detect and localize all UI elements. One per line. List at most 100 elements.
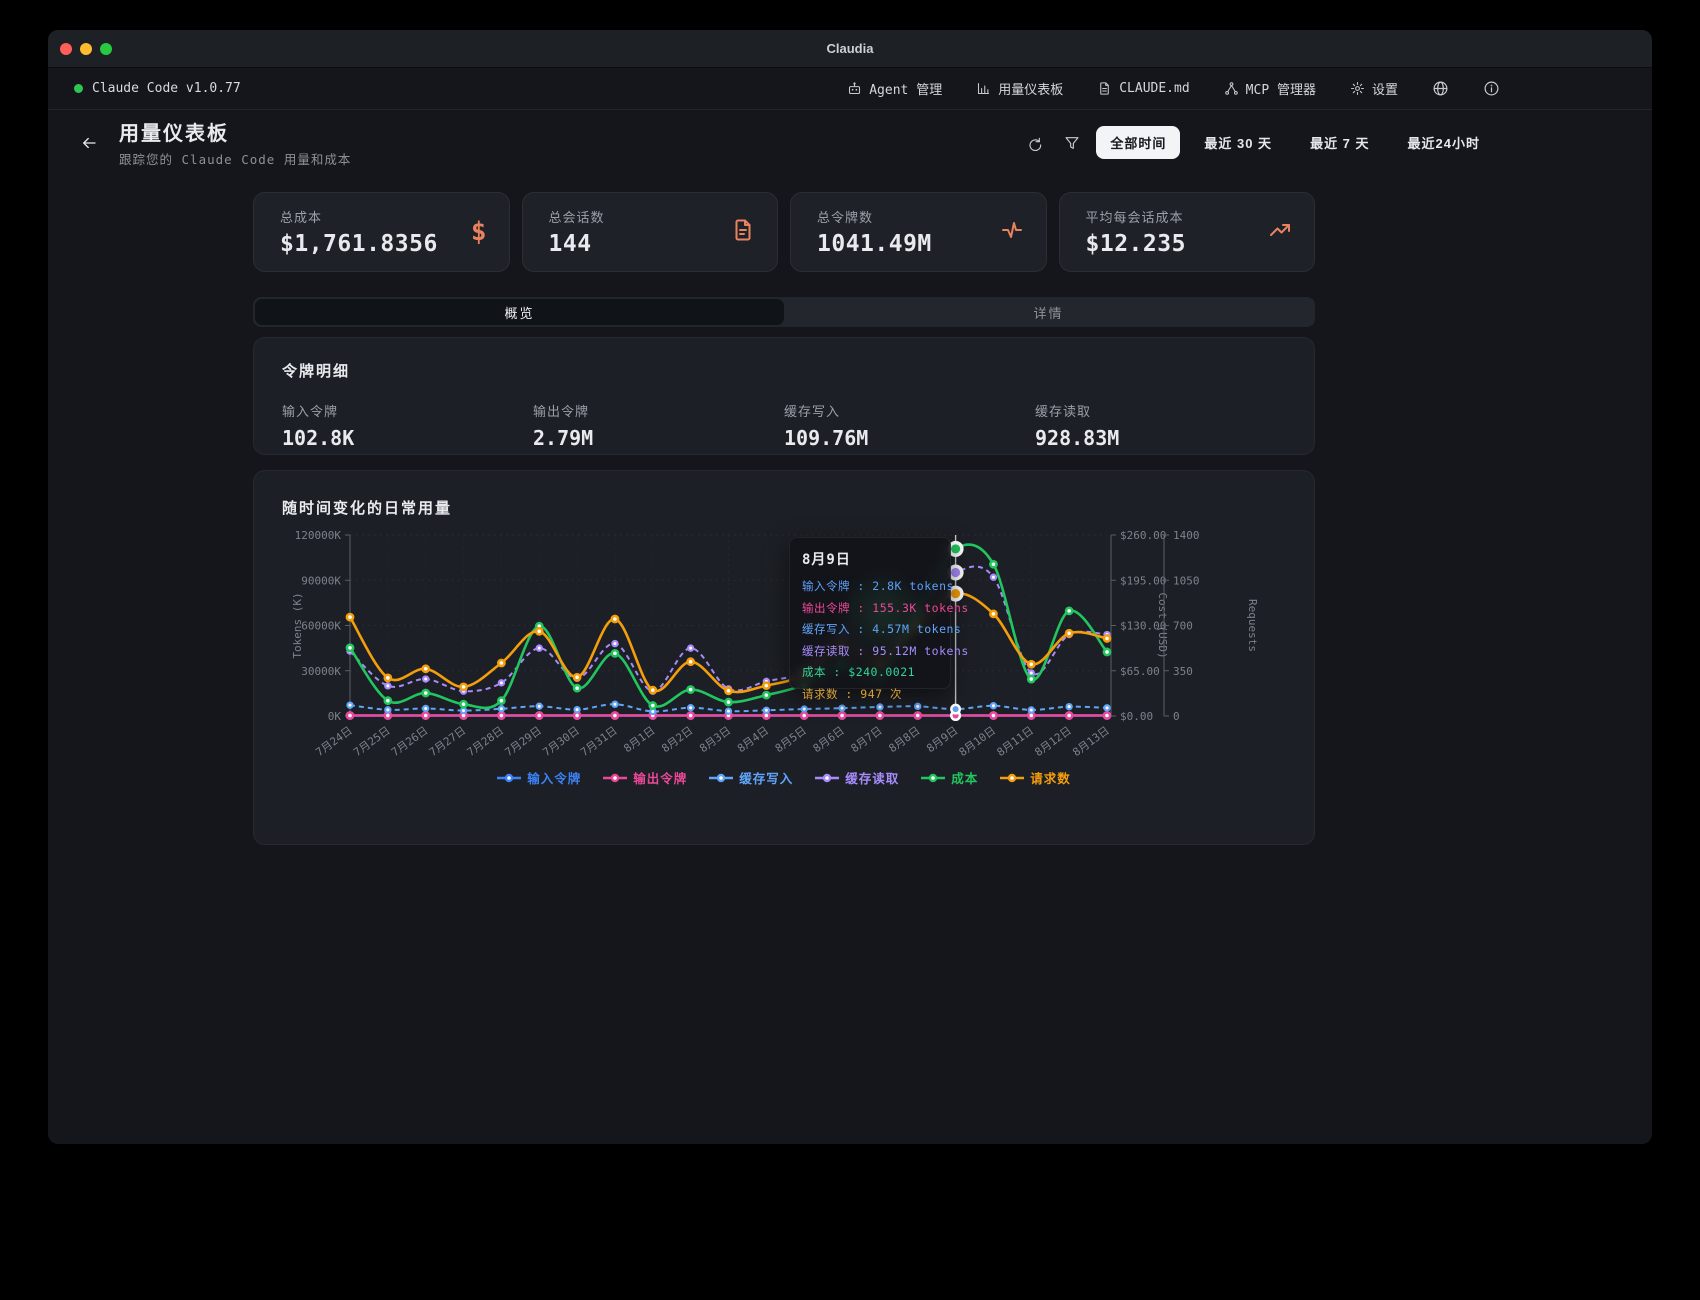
tab-overview[interactable]: 概览 (255, 299, 784, 325)
tooltip-row-缓存读取: 缓存读取 : 95.12M tokens (802, 643, 969, 658)
svg-text:Cost (USD): Cost (USD) (1156, 592, 1169, 658)
token-stat-label: 输入令牌 (282, 404, 339, 419)
tooltip-date: 8月9日 (802, 552, 851, 568)
svg-text:1050: 1050 (1173, 574, 1200, 587)
titlebar: Claudia (48, 30, 1652, 68)
traffic-lights (60, 42, 112, 55)
x-axis-date-label: 7月26日 (389, 724, 431, 759)
daily-usage-chart-card: 随时间变化的日常用量 0K 30000K 60000K 90000K 120000K To… (253, 470, 1315, 845)
svg-text:$65.00: $65.00 (1120, 665, 1160, 678)
legend-item-成本[interactable]: 成本 (921, 768, 978, 787)
minimize-window-button[interactable] (80, 42, 92, 55)
x-axis-date-label: 8月8日 (886, 724, 922, 755)
svg-text:30000K: 30000K (301, 665, 341, 678)
svg-text:60000K: 60000K (301, 620, 341, 633)
tooltip-row-缓存写入: 缓存写入 : 4.57M tokens (802, 622, 962, 636)
menu-item-label: CLAUDE.md (1119, 81, 1190, 96)
legend-marker-icon (497, 773, 522, 782)
arrow-left-icon (83, 137, 96, 148)
trending-up-icon (1268, 218, 1292, 247)
page-title: 用量仪表板 (119, 123, 229, 145)
time-filter-all-time[interactable]: 全部时间 (1096, 126, 1181, 159)
time-filter-7-days[interactable]: 最近 7 天 (1296, 126, 1383, 159)
x-axis-date-label: 8月1日 (621, 724, 657, 755)
dollar-icon: $ (470, 217, 487, 247)
language-globe-button[interactable] (1432, 80, 1449, 97)
x-axis-date-label: 7月31日 (578, 724, 620, 759)
x-axis-date-label: 8月6日 (811, 724, 847, 755)
legend-item-请求数[interactable]: 请求数 (1000, 768, 1071, 787)
x-axis-date-label: 8月13日 (1070, 724, 1112, 759)
status-dot-icon (74, 84, 83, 93)
stat-label: 平均每会话成本 (1085, 210, 1184, 225)
svg-text:$195.00: $195.00 (1120, 574, 1166, 587)
svg-text:700: 700 (1173, 620, 1193, 633)
legend-marker-icon (815, 773, 840, 782)
info-button[interactable] (1483, 80, 1500, 97)
tooltip-row-输出令牌: 输出令牌 : 155.3K tokens (802, 600, 969, 615)
legend-label: 缓存读取 (845, 772, 900, 786)
back-button[interactable] (74, 128, 104, 158)
x-axis-date-label: 7月24日 (313, 724, 355, 759)
token-stat-value: 928.83M (1035, 426, 1120, 450)
page-subtitle: 跟踪您的 Claude Code 用量和成本 (119, 152, 352, 167)
legend-item-输入令牌[interactable]: 输入令牌 (497, 768, 581, 787)
legend-item-缓存读取[interactable]: 缓存读取 (815, 768, 899, 787)
filter-funnel-icon (1065, 136, 1079, 149)
svg-text:120000K: 120000K (295, 529, 342, 542)
tooltip-row-请求数: 请求数 : 947 次 (802, 686, 902, 701)
maximize-window-button[interactable] (100, 42, 112, 55)
tooltip-row-成本: 成本 : $240.0021 (802, 665, 916, 679)
file-icon (1100, 82, 1109, 95)
time-filter-30-days[interactable]: 最近 30 天 (1190, 126, 1286, 159)
tab-details[interactable]: 详情 (1033, 305, 1064, 321)
menu-item-claude-md[interactable]: CLAUDE.md (1097, 81, 1190, 96)
x-axis-date-label: 8月10日 (957, 724, 999, 759)
bar-chart-icon (978, 82, 990, 95)
usage-line-chart[interactable]: 0K 30000K 60000K 90000K 120000K Tokens (K) 7月2… (254, 471, 1316, 766)
chart-legend: 输入令牌 输出令牌 缓存写入 缓存读取 成本 请求数 (254, 768, 1314, 787)
menu-item-settings[interactable]: 设置 (1350, 79, 1398, 98)
svg-text:0: 0 (1173, 710, 1180, 723)
version-label: Claude Code v1.0.77 (92, 81, 241, 96)
svg-text:90000K: 90000K (301, 574, 341, 587)
activity-icon (1000, 218, 1024, 247)
token-stat-cache-write: 缓存写入 109.76M (784, 401, 1035, 450)
x-axis-date-label: 8月11日 (995, 724, 1037, 759)
legend-item-输出令牌[interactable]: 输出令牌 (603, 768, 687, 787)
refresh-button[interactable] (1020, 129, 1048, 157)
menu-item-agents[interactable]: Agent 管理 (847, 79, 942, 98)
token-breakdown-card: 令牌明细 输入令牌 102.8K 输出令牌 2.79M 缓存写入 109.76M… (253, 337, 1315, 455)
token-stat-value: 102.8K (282, 426, 355, 450)
stat-card-avg-cost-per-session: 平均每会话成本 $12.235 (1058, 192, 1315, 272)
stat-card-total-tokens: 总令牌数 1041.49M (790, 192, 1047, 272)
stat-value: 144 (548, 231, 592, 257)
chart-tooltip: 8月9日 输入令牌 : 2.8K tokens 输出令牌 : 155.3K tok… (789, 537, 969, 701)
token-stat-cache-read: 缓存读取 928.83M (1035, 401, 1286, 450)
close-window-button[interactable] (60, 42, 72, 55)
legend-item-缓存写入[interactable]: 缓存写入 (709, 768, 793, 787)
x-axis-date-label: 7月28日 (465, 724, 507, 759)
stat-card-total-sessions: 总会话数 144 (521, 192, 778, 272)
filter-button[interactable] (1058, 129, 1086, 157)
legend-marker-icon (921, 773, 946, 782)
svg-text:Requests: Requests (1246, 599, 1259, 652)
window-title: Claudia (826, 41, 874, 56)
x-axis-date-label: 7月27日 (427, 724, 469, 759)
token-stat-input: 输入令牌 102.8K (282, 401, 533, 450)
menu-item-mcp-manager[interactable]: MCP 管理器 (1224, 79, 1316, 98)
x-axis-date-label: 8月7日 (849, 724, 885, 755)
file-text-icon (731, 218, 755, 247)
series-line-请求数 (348, 592, 1108, 694)
menubar: Claude Code v1.0.77 Agent 管理 用量仪表板 CLAUD… (48, 68, 1652, 110)
svg-text:350: 350 (1173, 665, 1193, 678)
svg-text:$260.00: $260.00 (1120, 529, 1166, 542)
menu-item-label: 设置 (1371, 83, 1398, 98)
x-axis-date-label: 8月5日 (773, 724, 809, 755)
menu-item-label: Agent 管理 (869, 83, 943, 98)
time-filter-24-hours[interactable]: 最近24小时 (1394, 126, 1494, 159)
stat-card-total-cost: 总成本 $1,761.8356 $ (253, 192, 510, 272)
menu-item-usage-dashboard[interactable]: 用量仪表板 (976, 79, 1063, 98)
token-stat-label: 缓存写入 (784, 404, 841, 419)
refresh-icon (1029, 137, 1042, 151)
